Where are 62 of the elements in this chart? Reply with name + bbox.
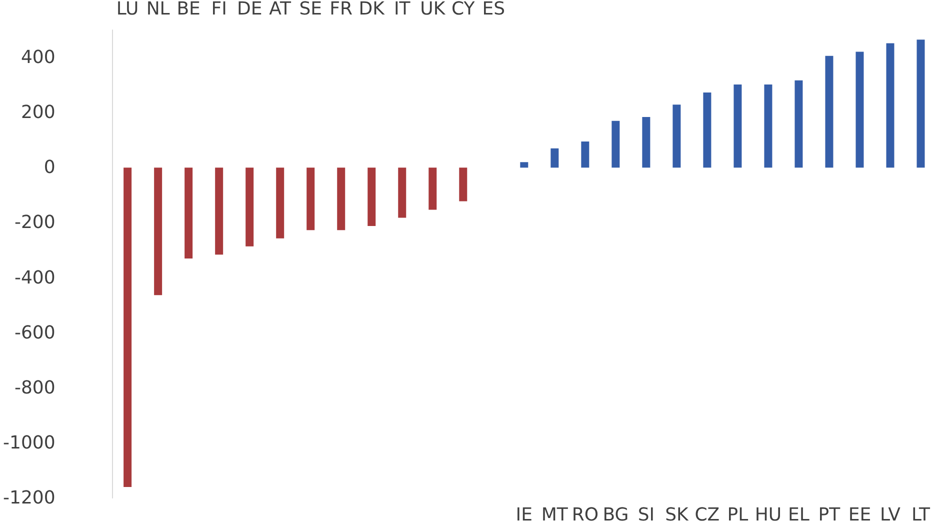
x-tick-label: SK <box>665 504 690 524</box>
bar <box>581 141 590 168</box>
y-tick-label: -600 <box>14 322 56 344</box>
bar <box>856 52 864 168</box>
y-tick-label: -800 <box>14 377 56 398</box>
x-tick-label: IT <box>394 0 412 20</box>
bar <box>672 104 681 168</box>
bar <box>428 168 437 210</box>
bar <box>215 168 224 255</box>
y-tick-label: -1200 <box>2 488 56 508</box>
x-tick-label: FI <box>211 0 227 20</box>
x-tick-label: CZ <box>694 504 720 524</box>
x-tick-label: BE <box>176 0 200 20</box>
x-tick-label: EE <box>848 504 872 524</box>
x-tick-label: PT <box>818 504 842 524</box>
x-tick-label: DE <box>236 0 262 20</box>
y-tick-label: 0 <box>44 157 56 178</box>
bar <box>612 120 620 168</box>
bar <box>337 168 346 230</box>
x-tick-label: LV <box>880 504 902 524</box>
y-tick-label: 400 <box>20 47 56 68</box>
x-tick-label: RO <box>572 504 599 524</box>
x-tick-label: UK <box>420 0 446 20</box>
y-tick-label: -200 <box>14 212 56 234</box>
x-tick-label: PL <box>727 504 748 524</box>
bar <box>459 168 468 202</box>
bar <box>398 168 406 218</box>
x-tick-label: NL <box>146 0 170 20</box>
bar <box>184 168 193 258</box>
x-tick-label: ES <box>482 0 506 20</box>
x-tick-label: BG <box>602 504 629 524</box>
bar <box>246 168 254 246</box>
bar <box>886 43 894 168</box>
x-tick-label: CY <box>452 0 476 20</box>
bar <box>520 162 528 168</box>
bar <box>734 84 742 168</box>
bar <box>550 148 559 168</box>
bar <box>276 168 284 238</box>
y-tick-label: -1000 <box>2 432 56 454</box>
x-tick-label: SI <box>638 504 655 524</box>
bar <box>154 168 162 296</box>
bar <box>642 116 650 168</box>
x-tick-label: FR <box>330 0 353 20</box>
x-tick-label: EL <box>788 504 810 524</box>
x-tick-label: LT <box>911 504 932 524</box>
x-tick-label: DK <box>358 0 386 20</box>
x-tick-label: SE <box>299 0 322 20</box>
bar <box>703 92 712 168</box>
bar <box>306 168 315 230</box>
x-tick-label: HU <box>754 504 782 524</box>
bar <box>124 168 132 487</box>
y-tick-label: -400 <box>14 267 56 288</box>
bar <box>916 40 925 168</box>
bar <box>764 84 772 168</box>
y-tick-label: 200 <box>20 102 56 124</box>
bar <box>368 168 376 226</box>
bar <box>825 56 834 168</box>
x-tick-label: IE <box>516 504 532 524</box>
x-tick-label: LU <box>116 0 139 20</box>
x-tick-label: AT <box>269 0 292 20</box>
bar <box>794 80 803 168</box>
x-tick-label: MT <box>541 504 569 524</box>
